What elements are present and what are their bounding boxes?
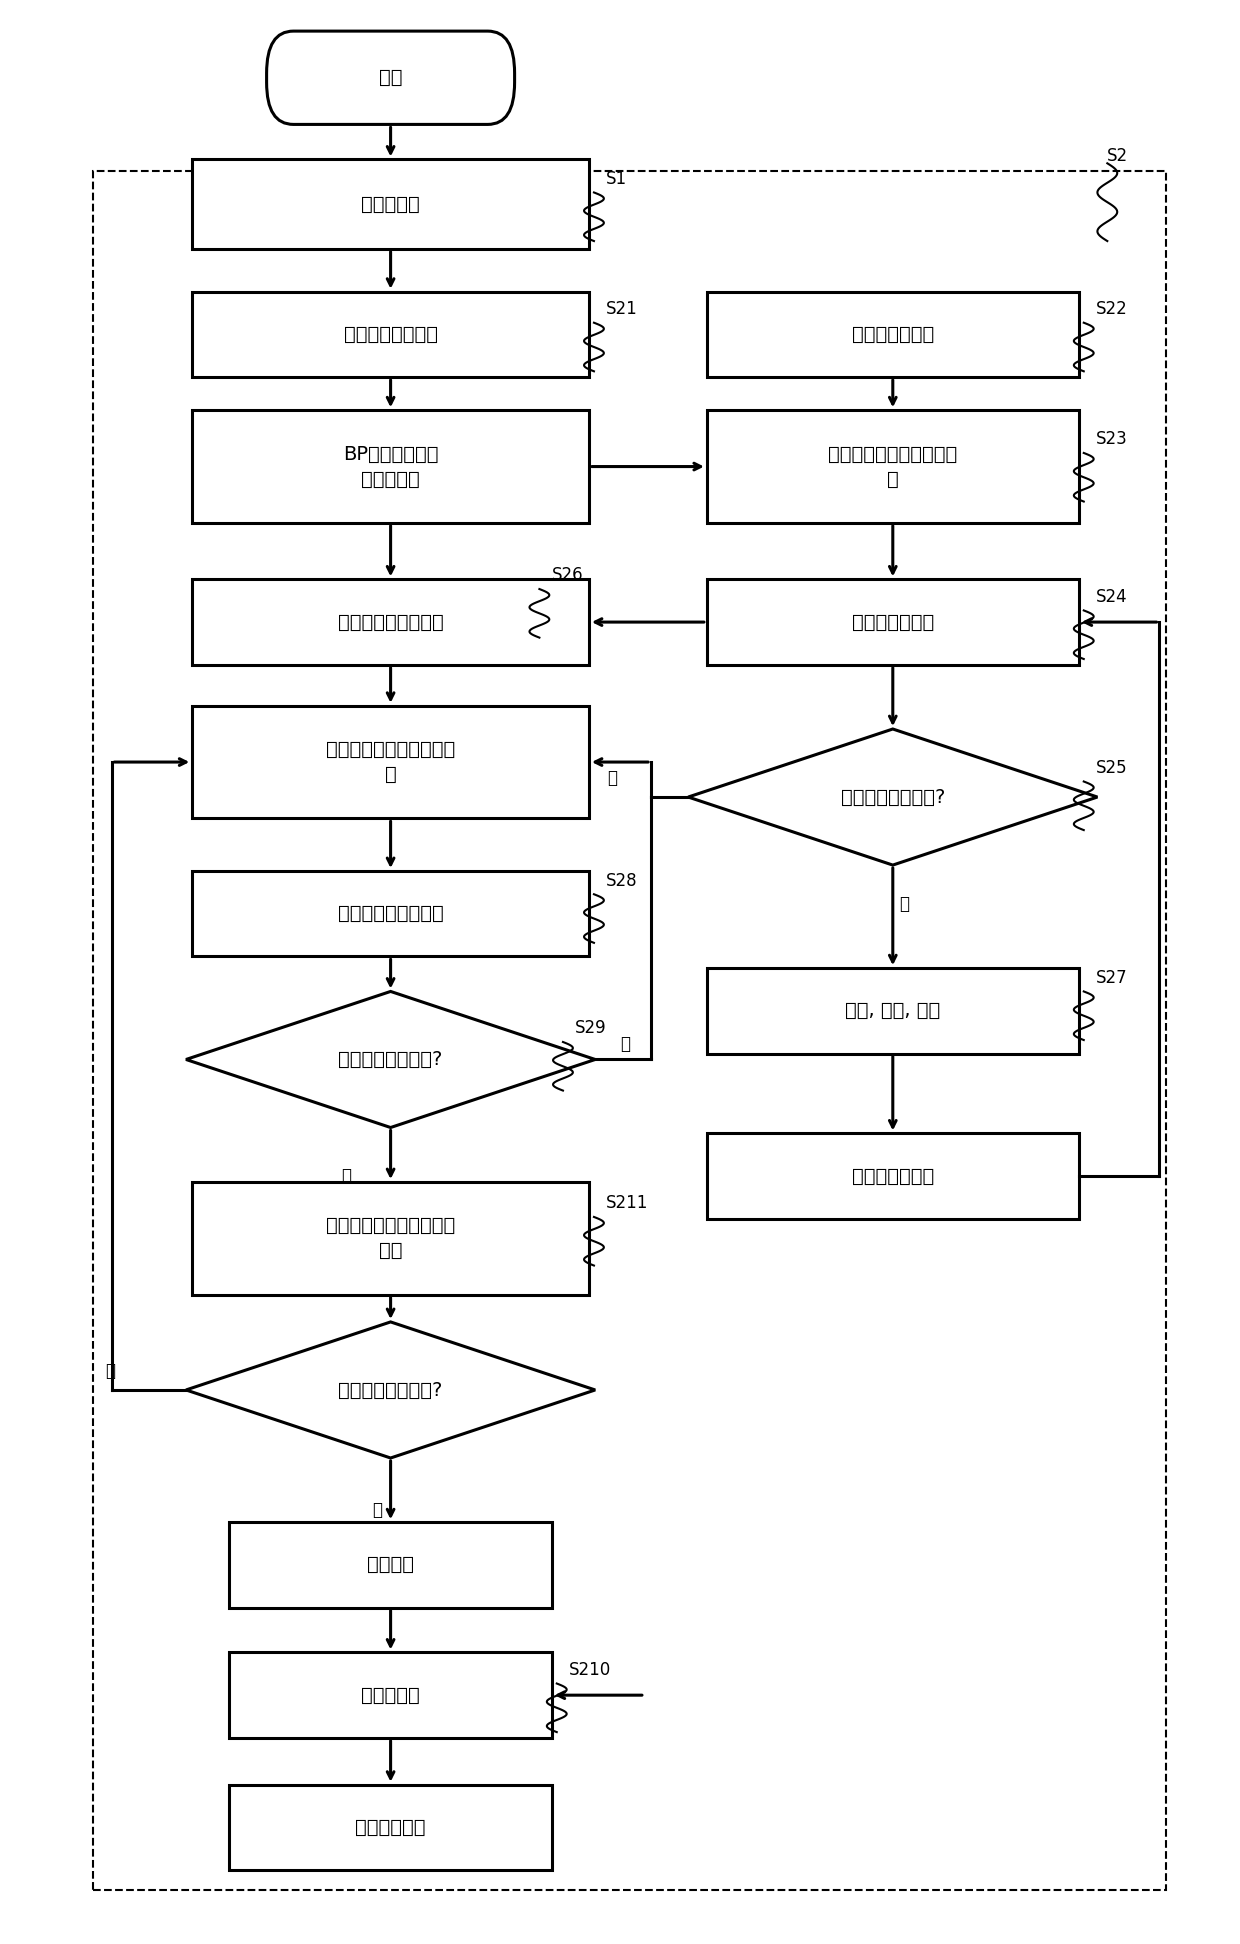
Text: 是否达到训练次数?: 是否达到训练次数? bbox=[339, 1380, 443, 1400]
Bar bbox=[192, 292, 589, 377]
Text: 是: 是 bbox=[608, 768, 618, 787]
Text: S29: S29 bbox=[575, 1019, 608, 1038]
Text: S25: S25 bbox=[1096, 758, 1128, 778]
Bar bbox=[192, 871, 589, 956]
Bar bbox=[192, 579, 589, 665]
Text: 选择, 交叉, 变异: 选择, 交叉, 变异 bbox=[846, 1001, 940, 1021]
Bar bbox=[229, 1652, 552, 1738]
Text: 否: 否 bbox=[105, 1361, 115, 1380]
Bar bbox=[707, 1133, 1079, 1219]
Bar bbox=[192, 706, 589, 818]
Text: 训练结束: 训练结束 bbox=[367, 1555, 414, 1575]
Bar bbox=[192, 1182, 589, 1295]
Bar bbox=[707, 579, 1079, 665]
Polygon shape bbox=[186, 1322, 595, 1458]
Text: S24: S24 bbox=[1096, 587, 1128, 607]
Text: 开始: 开始 bbox=[379, 68, 402, 87]
Text: S2: S2 bbox=[1107, 146, 1128, 165]
Text: 确定适应度函数: 确定适应度函数 bbox=[852, 325, 934, 344]
Text: 遗传算法编码产生初始种
群: 遗传算法编码产生初始种 群 bbox=[828, 445, 957, 488]
Text: 是: 是 bbox=[620, 1034, 630, 1054]
Bar bbox=[707, 292, 1079, 377]
Bar bbox=[192, 159, 589, 249]
Text: 计算隐含层和输出层的输
出: 计算隐含层和输出层的输 出 bbox=[326, 741, 455, 783]
Text: S27: S27 bbox=[1096, 968, 1128, 988]
Bar bbox=[192, 410, 589, 523]
Text: S21: S21 bbox=[606, 299, 639, 319]
Text: 是否达到进化代数?: 是否达到进化代数? bbox=[841, 787, 945, 807]
Bar bbox=[229, 1785, 552, 1870]
Text: 否: 否 bbox=[899, 894, 909, 914]
Text: S211: S211 bbox=[606, 1194, 649, 1213]
Text: S26: S26 bbox=[552, 566, 584, 585]
Text: 获取最优权值和阈值: 获取最优权值和阈值 bbox=[337, 612, 444, 632]
Text: 计算输出层输出误差: 计算输出层输出误差 bbox=[337, 904, 444, 923]
Text: 输出预测结果: 输出预测结果 bbox=[356, 1818, 425, 1837]
Bar bbox=[93, 171, 1166, 1890]
Text: S1: S1 bbox=[606, 169, 627, 189]
Text: 计算个体适应度: 计算个体适应度 bbox=[852, 612, 934, 632]
Text: 是: 是 bbox=[372, 1501, 382, 1520]
Text: 是否满足精度要求?: 是否满足精度要求? bbox=[339, 1050, 443, 1069]
Text: 确定网络拓扑结构: 确定网络拓扑结构 bbox=[343, 325, 438, 344]
Bar bbox=[229, 1522, 552, 1608]
Text: S28: S28 bbox=[606, 871, 639, 890]
Text: S23: S23 bbox=[1096, 430, 1128, 449]
Text: S210: S210 bbox=[569, 1660, 611, 1680]
Text: S22: S22 bbox=[1096, 299, 1128, 319]
Text: 产生下一代种群: 产生下一代种群 bbox=[852, 1166, 934, 1186]
Text: BP神经网络权值
阈值初始化: BP神经网络权值 阈值初始化 bbox=[342, 445, 439, 488]
Bar bbox=[707, 968, 1079, 1054]
Bar bbox=[707, 410, 1079, 523]
Text: 否: 否 bbox=[341, 1166, 351, 1186]
Polygon shape bbox=[186, 991, 595, 1128]
Polygon shape bbox=[688, 729, 1097, 865]
Text: 数据预处理: 数据预处理 bbox=[361, 194, 420, 214]
FancyBboxPatch shape bbox=[267, 31, 515, 124]
Text: 输出值转换: 输出值转换 bbox=[361, 1685, 420, 1705]
Text: 反向调整每一层的阈值和
权值: 反向调整每一层的阈值和 权值 bbox=[326, 1217, 455, 1260]
